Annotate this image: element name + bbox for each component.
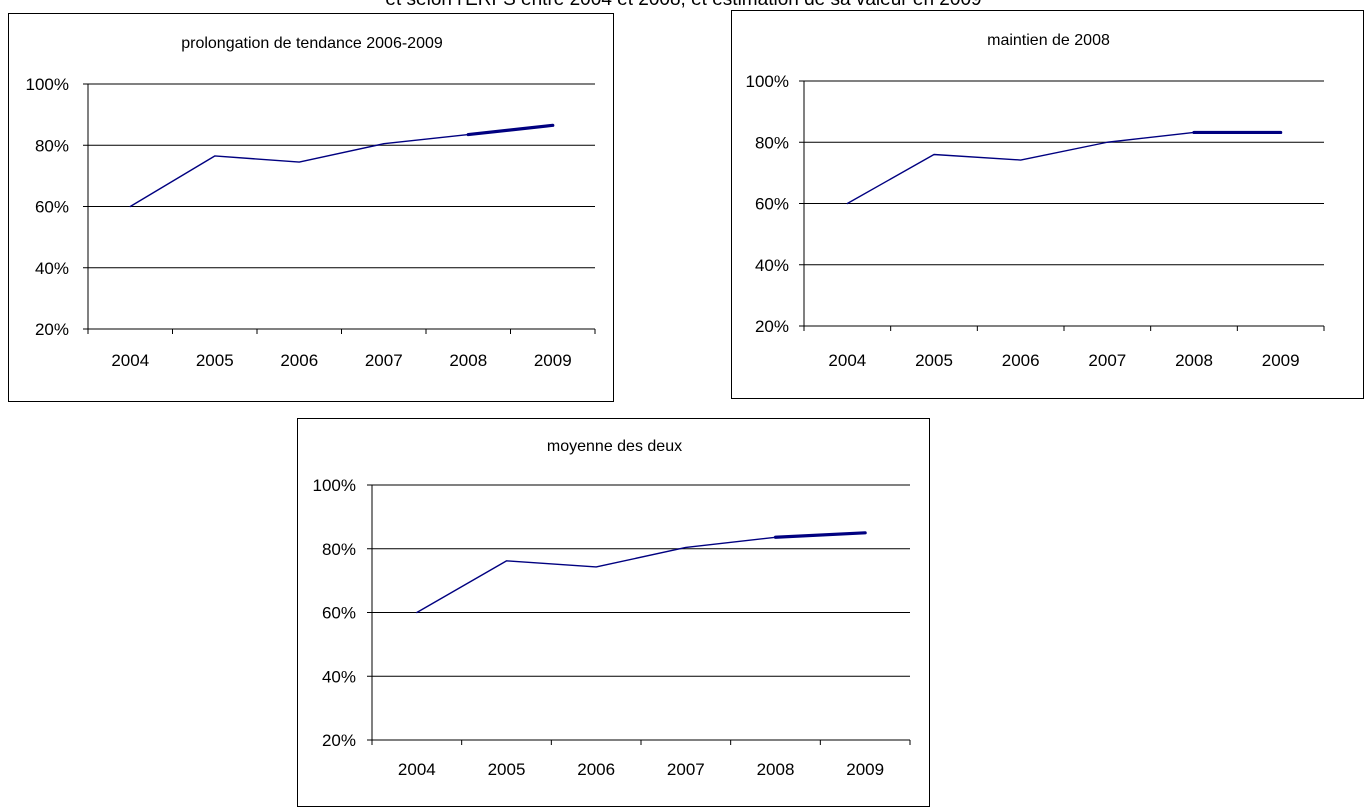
y-tick-label: 100% xyxy=(746,72,789,91)
x-tick-label: 2004 xyxy=(828,351,866,370)
y-tick-label: 40% xyxy=(35,259,69,278)
x-tick-label: 2004 xyxy=(111,351,149,370)
page-title: et selon l'ERFS entre 2004 et 2008, et e… xyxy=(0,0,1367,11)
x-tick-label: 2009 xyxy=(534,351,572,370)
y-tick-label: 60% xyxy=(755,195,789,214)
y-tick-label: 80% xyxy=(322,540,356,559)
x-tick-label: 2006 xyxy=(577,760,615,779)
x-tick-label: 2009 xyxy=(1262,351,1300,370)
series-line-estimate xyxy=(773,531,867,539)
chart-title: maintien de 2008 xyxy=(987,32,1110,49)
x-tick-label: 2006 xyxy=(1002,351,1040,370)
chart-prolongation: prolongation de tendance 2006-2009 20% 40%… xyxy=(8,13,614,402)
chart-svg: prolongation de tendance 2006-2009 20% 40%… xyxy=(26,35,596,370)
y-tick-label: 100% xyxy=(313,476,356,495)
series-line-observed xyxy=(846,131,1195,205)
y-tick-label: 40% xyxy=(755,256,789,275)
x-tick-label: 2008 xyxy=(757,760,795,779)
y-tick-label: 80% xyxy=(35,136,69,155)
y-tick-label: 20% xyxy=(755,317,789,336)
x-tick-label: 2005 xyxy=(915,351,953,370)
y-tick-label: 60% xyxy=(322,604,356,623)
chart-title: prolongation de tendance 2006-2009 xyxy=(181,35,443,52)
x-tick-label: 2007 xyxy=(667,760,705,779)
x-tick-label: 2009 xyxy=(846,760,884,779)
x-tick-label: 2005 xyxy=(488,760,526,779)
x-tick-label: 2005 xyxy=(196,351,234,370)
x-tick-label: 2008 xyxy=(449,351,487,370)
series-line-observed xyxy=(416,536,777,614)
x-tick-label: 2007 xyxy=(1088,351,1126,370)
series-line-estimate xyxy=(466,123,555,137)
y-tick-label: 60% xyxy=(35,198,69,217)
x-tick-label: 2006 xyxy=(280,351,318,370)
chart-title: moyenne des deux xyxy=(547,438,682,455)
x-tick-label: 2007 xyxy=(365,351,403,370)
y-tick-label: 100% xyxy=(26,75,69,94)
x-tick-label: 2008 xyxy=(1175,351,1213,370)
y-tick-label: 80% xyxy=(755,133,789,152)
y-tick-label: 20% xyxy=(322,731,356,750)
y-tick-label: 20% xyxy=(35,320,69,339)
x-tick-label: 2004 xyxy=(398,760,436,779)
chart-svg: maintien de 2008 20% 40% 60% 80% 100% 2004 2005… xyxy=(746,32,1325,370)
chart-svg: moyenne des deux 20% 40% 60% 80% 100% 2004 2005… xyxy=(313,438,911,779)
chart-moyenne: moyenne des deux 20% 40% 60% 80% 100% 2004 2005… xyxy=(297,418,930,807)
chart-maintien: maintien de 2008 20% 40% 60% 80% 100% 2004 2005… xyxy=(731,10,1364,399)
y-tick-label: 40% xyxy=(322,667,356,686)
series-line-observed xyxy=(129,133,469,208)
